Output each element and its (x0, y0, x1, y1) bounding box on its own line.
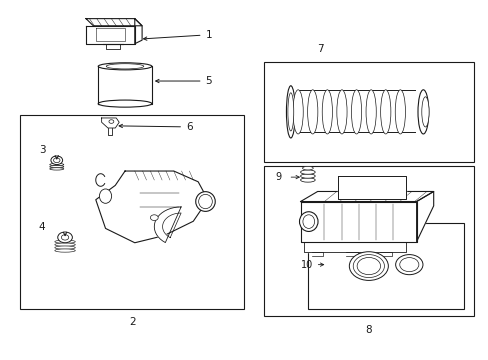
Polygon shape (96, 171, 207, 243)
Polygon shape (86, 26, 135, 44)
Circle shape (395, 255, 422, 275)
Ellipse shape (99, 189, 111, 203)
Text: 2: 2 (129, 317, 135, 327)
Text: 4: 4 (39, 222, 45, 232)
Text: 1: 1 (143, 30, 212, 40)
Polygon shape (300, 202, 416, 242)
Ellipse shape (366, 90, 375, 134)
Bar (307, 223, 463, 309)
Circle shape (399, 258, 418, 272)
Ellipse shape (300, 170, 315, 174)
Text: 7: 7 (316, 44, 323, 54)
Ellipse shape (195, 192, 215, 211)
Polygon shape (300, 192, 433, 202)
Ellipse shape (50, 168, 63, 170)
Ellipse shape (98, 100, 152, 107)
Circle shape (356, 257, 380, 275)
Polygon shape (154, 207, 181, 243)
Text: 5: 5 (155, 76, 212, 86)
Polygon shape (86, 19, 142, 26)
Text: 6: 6 (119, 122, 192, 132)
Circle shape (109, 120, 114, 123)
Ellipse shape (300, 178, 315, 182)
Circle shape (58, 232, 72, 243)
Polygon shape (337, 176, 406, 199)
Circle shape (51, 156, 62, 165)
Ellipse shape (300, 174, 315, 178)
Ellipse shape (299, 212, 317, 231)
Ellipse shape (380, 90, 390, 134)
Ellipse shape (106, 64, 143, 69)
Bar (20, 116, 244, 309)
Ellipse shape (55, 246, 75, 249)
Ellipse shape (98, 63, 152, 70)
Ellipse shape (198, 194, 212, 209)
Polygon shape (98, 66, 152, 104)
Ellipse shape (286, 86, 295, 138)
Ellipse shape (50, 163, 63, 166)
Ellipse shape (55, 249, 75, 252)
Text: 9: 9 (274, 172, 281, 182)
Ellipse shape (302, 215, 314, 228)
Polygon shape (416, 192, 433, 242)
Ellipse shape (55, 243, 75, 246)
Polygon shape (304, 242, 406, 252)
Ellipse shape (292, 90, 303, 134)
Circle shape (150, 215, 158, 221)
Ellipse shape (336, 90, 346, 134)
Ellipse shape (302, 166, 313, 170)
Circle shape (348, 252, 387, 280)
Bar (264, 166, 473, 316)
Ellipse shape (421, 97, 428, 127)
Ellipse shape (351, 90, 361, 134)
Circle shape (352, 255, 384, 278)
Ellipse shape (394, 90, 405, 134)
Ellipse shape (322, 90, 332, 134)
Ellipse shape (417, 90, 428, 134)
Bar (264, 62, 473, 162)
Ellipse shape (50, 166, 63, 168)
Ellipse shape (55, 240, 75, 243)
Ellipse shape (287, 93, 293, 131)
Text: 8: 8 (365, 325, 371, 335)
Text: 10: 10 (300, 260, 323, 270)
Polygon shape (135, 19, 142, 44)
Text: 3: 3 (39, 144, 45, 154)
Ellipse shape (307, 90, 317, 134)
Polygon shape (102, 118, 119, 128)
